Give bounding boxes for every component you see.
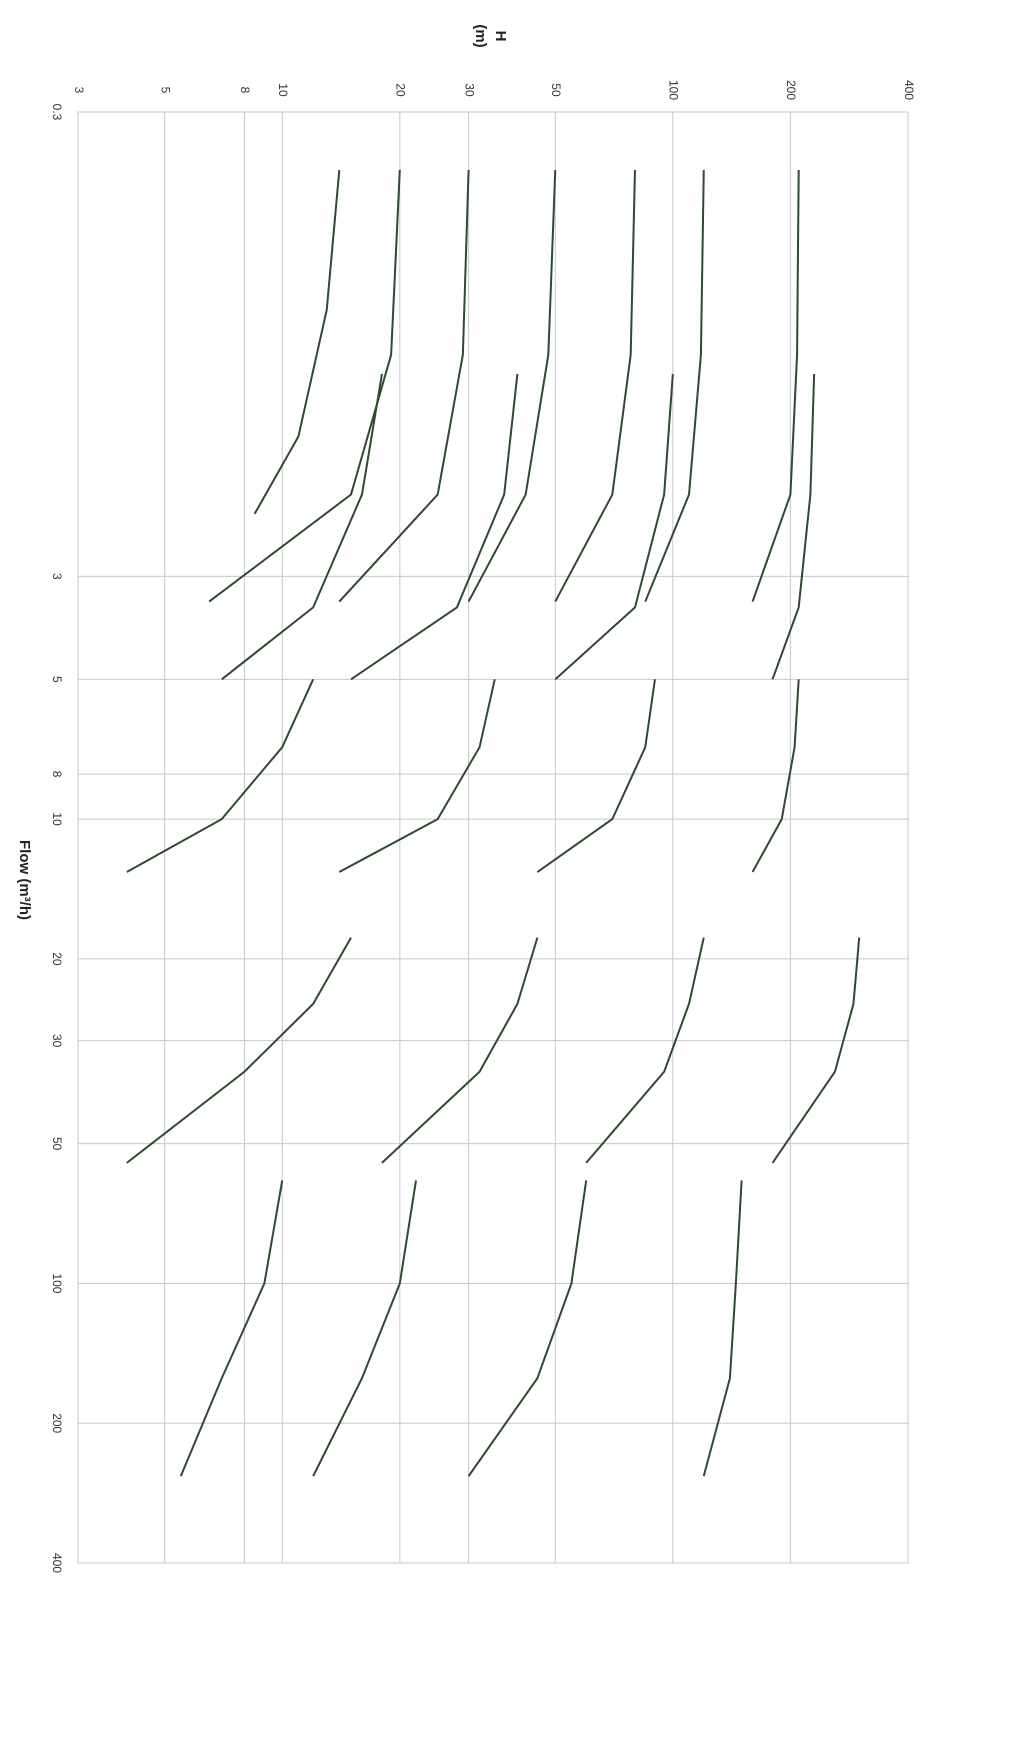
pump-curve	[554, 169, 636, 603]
plot-frame	[77, 111, 909, 1564]
pump-curve	[221, 373, 383, 681]
pump-curve	[126, 937, 352, 1164]
pump-curve	[702, 1180, 743, 1477]
h-tick-label: 8	[238, 87, 252, 94]
h-tick-label: 50	[549, 83, 563, 97]
h-tick-label: 100	[667, 80, 681, 100]
pump-curve	[253, 169, 341, 515]
flow-axis-title: Flow (m³/h)	[16, 840, 33, 920]
pump-curve	[467, 169, 557, 603]
h-tick-label: 200	[784, 80, 798, 100]
h-tick-label: 10	[276, 83, 290, 97]
flow-tick-label: 10	[50, 812, 64, 826]
h-tick-label: 5	[158, 87, 172, 94]
pump-curve	[126, 678, 315, 873]
h-axis-title: H	[492, 31, 509, 42]
pump-curve	[585, 937, 705, 1164]
h-tick-label: 3	[72, 87, 86, 94]
pump-curve	[381, 937, 539, 1164]
pump-curve	[179, 1180, 284, 1477]
pump-curve	[554, 373, 674, 681]
pump-curve	[644, 169, 705, 602]
flow-tick-label: 400	[50, 1553, 64, 1573]
h-tick-label: 30	[462, 83, 476, 97]
flow-tick-label: 5	[50, 676, 64, 683]
pump-curve	[338, 169, 470, 603]
flow-tick-label: 100	[50, 1273, 64, 1293]
pump-curve	[771, 373, 816, 680]
pump-curve	[338, 679, 496, 873]
pump-curve	[208, 169, 401, 603]
h-tick-label: 20	[394, 83, 408, 97]
flow-tick-label: 30	[50, 1034, 64, 1048]
flow-tick-label: 8	[50, 771, 64, 778]
pump-curve	[467, 1180, 588, 1477]
pump-curve	[751, 679, 800, 873]
h-tick-label: 400	[902, 80, 916, 100]
flow-tick-label: 0.3	[50, 104, 64, 121]
pump-curve	[312, 1180, 417, 1477]
flow-tick-label: 200	[50, 1413, 64, 1433]
pump-curve	[751, 170, 800, 602]
flow-tick-label: 3	[50, 573, 64, 580]
flow-tick-label: 50	[50, 1137, 64, 1151]
pump-curve	[350, 373, 519, 681]
pump-curve	[536, 679, 656, 873]
h-axis-unit: (m)	[472, 24, 489, 47]
pump-curve	[771, 937, 861, 1164]
flow-tick-label: 20	[50, 952, 64, 966]
